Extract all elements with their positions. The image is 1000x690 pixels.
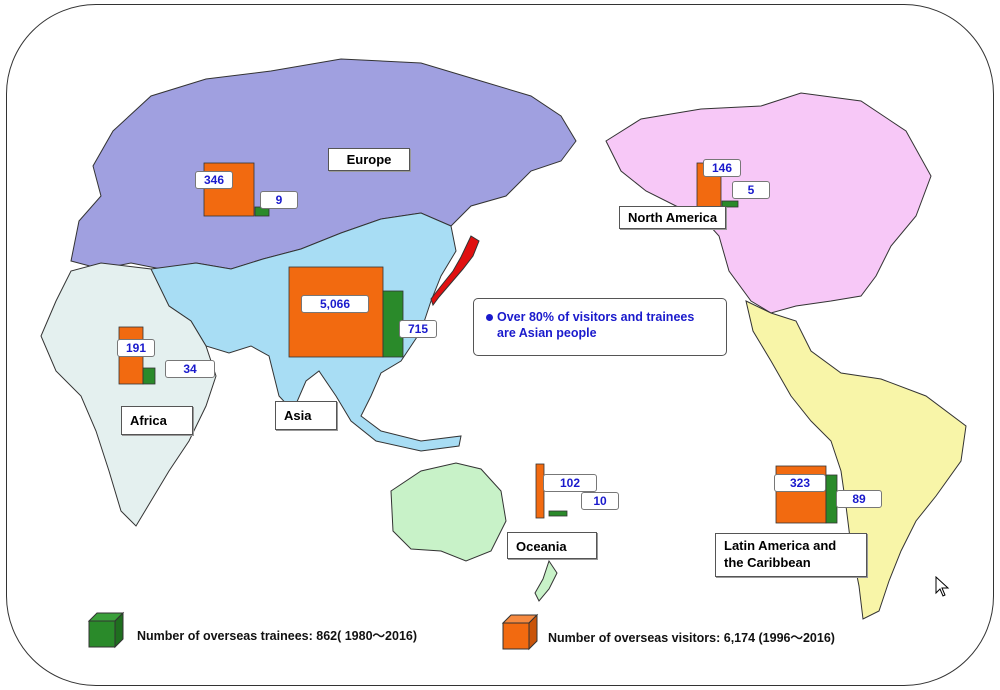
legend-trainees-text: Number of overseas trainees: 862( 1980～2… [137, 629, 418, 643]
asian-majority-note: Over 80% of visitors and trainees are As… [473, 298, 727, 356]
new-zealand-region [534, 559, 558, 602]
latin-america-trainee-value: 89 [836, 490, 882, 508]
legend-visitor-cube-icon [501, 613, 539, 651]
latin-america-label: Latin America and the Caribbean [715, 533, 867, 577]
north-america-visitor-value: 146 [703, 159, 741, 177]
latin-america-visitor-value: 323 [774, 474, 826, 492]
asia-label: Asia [275, 401, 337, 430]
oceania-trainee-bar [548, 510, 568, 517]
oceania-region [390, 462, 507, 562]
japan-region [430, 235, 480, 307]
africa-trainee-bar [142, 367, 156, 385]
africa-label: Africa [121, 406, 193, 435]
legend-trainee-cube-icon [87, 611, 125, 649]
europe-label: Europe [328, 148, 410, 171]
europe-visitor-value: 346 [195, 171, 233, 189]
africa-visitor-value: 191 [117, 339, 155, 357]
latin-america-label-line1: Latin America and [724, 538, 837, 553]
latin-america-label-line2: the Caribbean [724, 555, 811, 570]
europe-trainee-value: 9 [260, 191, 298, 209]
europe-region [70, 58, 577, 270]
africa-trainee-value: 34 [165, 360, 215, 378]
legend-visitors-text: Number of overseas visitors: 6,174 (1996… [548, 631, 835, 645]
note-line2: are Asian people [497, 326, 597, 340]
north-america-trainee-value: 5 [732, 181, 770, 199]
north-america-trainee-bar [721, 200, 739, 208]
africa-region [40, 262, 217, 527]
bullet-icon [486, 314, 493, 322]
latin-america-region [745, 300, 967, 620]
map-frame: Europe North America Asia Africa Oceania… [6, 4, 994, 686]
oceania-trainee-value: 10 [581, 492, 619, 510]
north-america-label: North America [619, 206, 727, 229]
oceania-visitor-value: 102 [543, 474, 597, 492]
asia-trainee-value: 715 [399, 320, 437, 338]
note-line1: Over 80% of visitors and trainees [497, 310, 695, 324]
world-map [40, 58, 967, 651]
mouse-cursor-icon [935, 576, 950, 597]
asia-visitor-value: 5,066 [301, 295, 369, 313]
oceania-label: Oceania [507, 532, 597, 559]
north-america-region [605, 92, 932, 314]
